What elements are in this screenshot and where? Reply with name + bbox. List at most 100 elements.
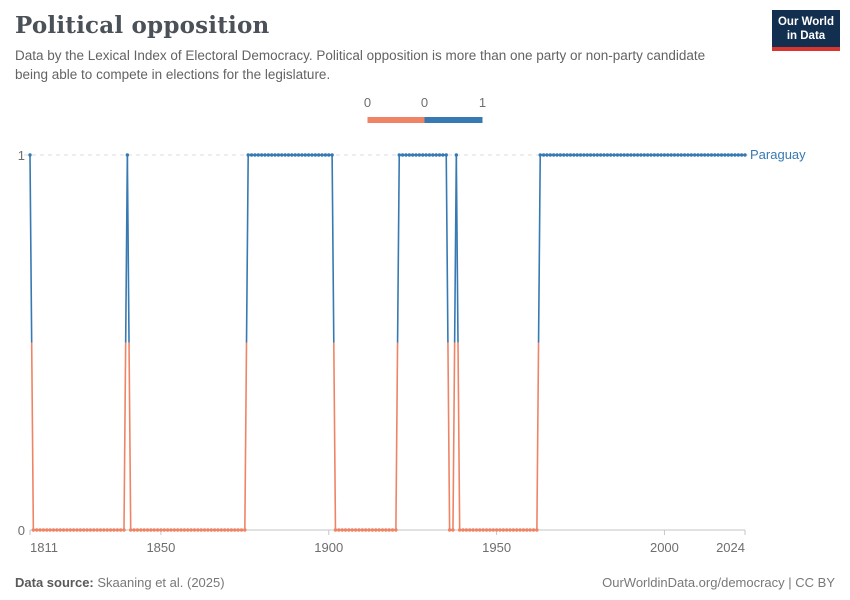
data-point-marker[interactable] [692,153,697,157]
data-point-marker[interactable] [370,528,375,532]
data-point-marker[interactable] [300,153,304,157]
data-point-marker[interactable] [726,153,730,157]
data-point-marker[interactable] [481,528,485,532]
data-point-marker[interactable] [719,153,724,157]
data-point-marker[interactable] [723,153,727,157]
data-point-marker[interactable] [51,528,56,532]
data-point-marker[interactable] [558,153,563,157]
data-point-marker[interactable] [545,153,549,157]
data-point-marker[interactable] [652,153,657,157]
legend-segment-1[interactable] [424,117,483,123]
data-point-marker[interactable] [508,528,512,532]
riser-bottom[interactable] [536,342,540,531]
riser-top[interactable] [126,154,130,343]
data-point-marker[interactable] [397,153,401,157]
data-point-marker[interactable] [61,528,66,532]
data-point-marker[interactable] [565,153,569,157]
data-point-marker[interactable] [95,528,99,532]
color-legend[interactable]: 0 0 1 [364,95,486,125]
data-point-marker[interactable] [739,153,744,157]
data-point-marker[interactable] [612,153,616,157]
data-point-marker[interactable] [498,528,502,532]
data-point-marker[interactable] [713,153,717,157]
data-point-marker[interactable] [139,528,143,532]
data-point-marker[interactable] [212,528,217,532]
data-point-marker[interactable] [494,528,499,532]
data-point-marker[interactable] [129,528,133,532]
data-point-marker[interactable] [548,153,553,157]
data-point-marker[interactable] [196,528,200,532]
data-point-marker[interactable] [65,528,69,532]
data-point-marker[interactable] [377,528,381,532]
data-point-marker[interactable] [575,153,579,157]
data-point-marker[interactable] [112,528,116,532]
data-point-marker[interactable] [276,153,281,157]
data-point-marker[interactable] [619,153,623,157]
data-point-marker[interactable] [323,153,328,157]
data-point-marker[interactable] [363,528,368,532]
data-point-marker[interactable] [531,528,536,532]
data-point-marker[interactable] [82,528,86,532]
data-point-marker[interactable] [431,153,435,157]
data-point-marker[interactable] [374,528,378,532]
data-point-marker[interactable] [703,153,707,157]
data-point-marker[interactable] [390,528,395,532]
data-point-marker[interactable] [592,153,596,157]
data-point-marker[interactable] [182,528,187,532]
data-point-marker[interactable] [404,153,408,157]
data-point-marker[interactable] [478,528,482,532]
data-point-marker[interactable] [179,528,183,532]
data-point-marker[interactable] [172,528,177,532]
data-point-marker[interactable] [407,153,412,157]
owid-logo[interactable]: Our World in Data [772,10,840,51]
data-point-marker[interactable] [582,153,586,157]
data-point-marker[interactable] [511,528,516,532]
data-point-marker[interactable] [159,528,163,532]
riser-bottom[interactable] [123,342,127,531]
data-point-marker[interactable] [468,528,472,532]
data-point-marker[interactable] [602,153,606,157]
data-point-marker[interactable] [256,153,260,157]
data-point-marker[interactable] [206,528,210,532]
data-point-marker[interactable] [310,153,314,157]
data-point-marker[interactable] [41,528,46,532]
data-point-marker[interactable] [437,153,442,157]
riser-top[interactable] [331,154,335,343]
data-point-marker[interactable] [192,528,197,532]
riser-bottom[interactable] [452,342,456,531]
data-point-marker[interactable] [226,528,230,532]
data-point-marker[interactable] [729,153,734,157]
footer-attribution[interactable]: OurWorldinData.org/democracy | CC BY [602,575,835,590]
data-point-marker[interactable] [293,153,297,157]
data-point-marker[interactable] [709,153,714,157]
data-point-marker[interactable] [568,153,573,157]
data-point-marker[interactable] [85,528,89,532]
data-point-marker[interactable] [686,153,690,157]
data-point-marker[interactable] [699,153,704,157]
data-point-marker[interactable] [562,153,566,157]
data-point-marker[interactable] [165,528,170,532]
data-point-marker[interactable] [108,528,113,532]
data-point-marker[interactable] [639,153,643,157]
data-point-marker[interactable] [743,153,747,157]
data-point-marker[interactable] [457,528,462,532]
data-point-marker[interactable] [518,528,522,532]
data-point-marker[interactable] [451,528,455,532]
data-point-marker[interactable] [135,528,140,532]
data-point-marker[interactable] [380,528,385,532]
data-point-marker[interactable] [716,153,720,157]
data-point-marker[interactable] [471,528,475,532]
riser-top[interactable] [445,154,449,343]
data-point-marker[interactable] [501,528,506,532]
data-point-marker[interactable] [219,528,224,532]
data-point-marker[interactable] [541,153,546,157]
data-point-marker[interactable] [162,528,166,532]
data-point-marker[interactable] [447,528,452,532]
data-point-marker[interactable] [313,153,318,157]
data-point-marker[interactable] [38,528,42,532]
riser-top[interactable] [396,154,401,343]
data-point-marker[interactable] [659,153,663,157]
data-point-marker[interactable] [515,528,519,532]
data-point-marker[interactable] [669,153,673,157]
